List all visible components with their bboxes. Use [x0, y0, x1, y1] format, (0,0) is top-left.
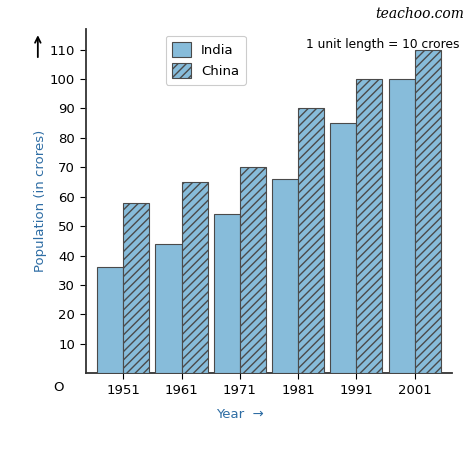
Bar — [330, 123, 356, 373]
Bar — [182, 182, 208, 373]
Bar — [389, 79, 415, 373]
Bar — [272, 179, 298, 373]
Bar — [415, 50, 441, 373]
Bar — [97, 267, 123, 373]
Text: teachoo.com: teachoo.com — [375, 7, 465, 21]
Text: O: O — [53, 380, 63, 393]
Bar — [240, 167, 266, 373]
Text: Year  →: Year → — [216, 408, 264, 421]
Bar — [123, 203, 149, 373]
Y-axis label: Population (in crores): Population (in crores) — [34, 130, 47, 272]
Bar — [298, 108, 324, 373]
Bar — [155, 244, 182, 373]
Text: 1 unit length = 10 crores: 1 unit length = 10 crores — [306, 38, 459, 51]
Bar — [214, 214, 240, 373]
Legend: India, China: India, China — [165, 35, 246, 85]
Bar — [356, 79, 383, 373]
